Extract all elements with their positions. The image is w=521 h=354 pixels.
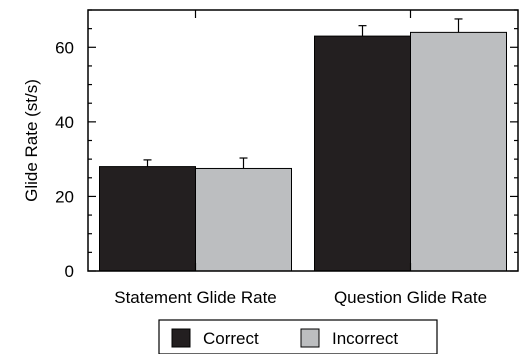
legend: Correct Incorrect bbox=[158, 319, 438, 354]
y-axis-title: Glide Rate (st/s) bbox=[22, 79, 41, 202]
category-label: Question Glide Rate bbox=[334, 288, 487, 307]
bar-incorrect-0 bbox=[195, 167, 292, 272]
legend-label-correct: Correct bbox=[203, 329, 259, 348]
y-axis-ticks: 0 20 40 60 bbox=[55, 9, 518, 281]
category-label: Statement Glide Rate bbox=[114, 288, 277, 307]
bar-incorrect-1 bbox=[410, 31, 507, 272]
x-axis-ticks bbox=[194, 10, 412, 271]
legend-swatch-incorrect bbox=[300, 328, 320, 348]
bars-layer bbox=[99, 31, 507, 272]
bar-correct-1 bbox=[314, 35, 411, 272]
bar-correct-0 bbox=[99, 166, 196, 272]
legend-label-incorrect: Incorrect bbox=[332, 329, 398, 348]
y-tick-label: 20 bbox=[55, 187, 74, 206]
y-tick-label: 0 bbox=[65, 262, 74, 281]
legend-swatch-correct bbox=[171, 328, 191, 348]
error-bars-layer bbox=[143, 18, 463, 169]
legend-box bbox=[158, 319, 438, 354]
y-tick-label: 60 bbox=[55, 38, 74, 57]
category-labels: Statement Glide Rate Question Glide Rate bbox=[114, 288, 487, 307]
y-tick-label: 40 bbox=[55, 113, 74, 132]
